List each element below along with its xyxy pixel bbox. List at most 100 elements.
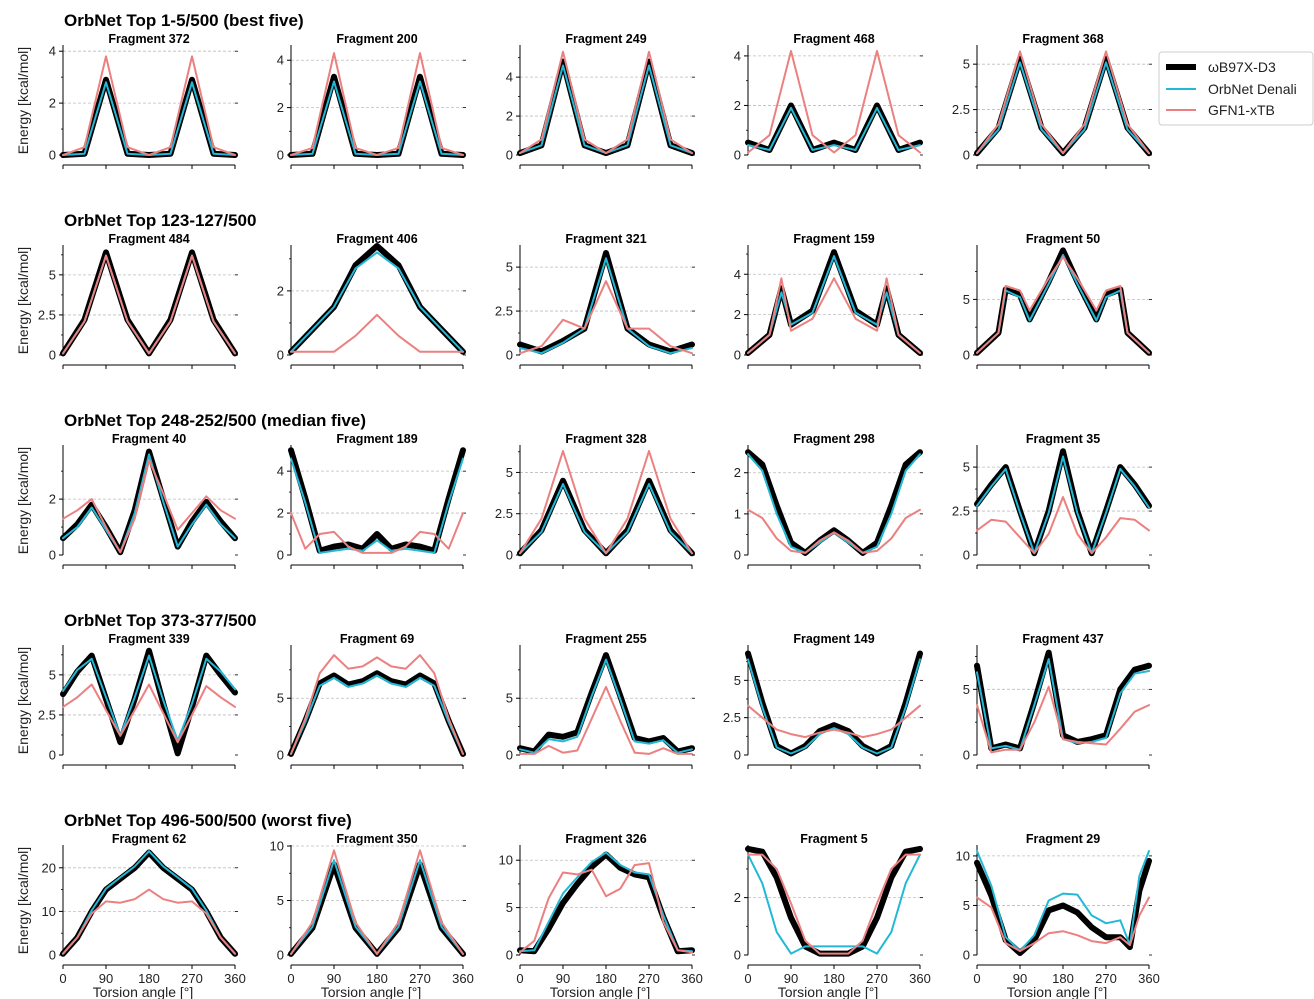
y-tick-label: 5 [506,260,513,275]
series-line--b97x-d3 [517,652,695,755]
series-line-gfn1-xtb [519,280,693,355]
panel-fragment-249: Fragment 249 0 2 4 [506,32,695,169]
series-line-gfn1-xtb [747,704,921,739]
panel-title: Fragment 50 [1026,232,1100,246]
y-tick-label: 0 [506,148,513,163]
series-line-gfn1-xtb [519,50,693,155]
panel-fragment-339: Fragment 339 0 2.5 5 Energy [kcal/mol] [15,632,238,769]
legend: ωB97X-D3 OrbNet Denali GFN1-xTB [1158,51,1314,126]
y-tick-label: 0 [49,148,56,163]
y-tick-label: 2 [506,109,513,124]
panel-fragment-321: Fragment 321 0 2.5 5 [495,232,695,369]
series-line-orbnet-denali [747,658,921,755]
y-tick-label: 0 [49,548,56,563]
legend-label-orbnet-denali: OrbNet Denali [1208,81,1297,97]
series-line-orbnet-denali [519,257,693,355]
y-tick-label: 0 [963,148,970,163]
series-line-orbnet-denali [976,850,1150,952]
x-tick-label: 90 [1013,971,1027,986]
y-tick-label: 5 [49,667,56,682]
series-line-orbnet-denali [976,455,1150,555]
panel-fragment-40: Fragment 40 0 2 Energy [kcal/mol] [15,432,238,569]
series-line-gfn1-xtb [290,654,464,755]
y-tick-label: 0 [277,348,284,363]
legend-label-wb97x-d3: ωB97X-D3 [1208,59,1276,75]
y-tick-label: 4 [734,48,741,63]
x-tick-label: 180 [595,971,617,986]
series-line--b97x-d3 [974,448,1152,557]
y-tick-label: 0 [49,748,56,763]
series-line-gfn1-xtb [747,50,921,154]
row-4: OrbNet Top 373-377/500 Fragment 339 0 2.5 5 E… [15,611,1152,769]
panel-fragment-468: Fragment 468 0 2 4 [734,32,923,169]
y-axis-label: Energy [kcal/mol] [15,247,31,354]
x-tick-label: 360 [452,971,474,986]
panel-title: Fragment 468 [793,32,874,46]
panel-title: Fragment 35 [1026,432,1100,446]
panel-title: Fragment 298 [793,432,874,446]
y-tick-label: 2.5 [38,307,56,322]
series-line-orbnet-denali [747,255,921,354]
y-tick-label: 5 [963,57,970,72]
y-tick-label: 0 [734,148,741,163]
panel-title: Fragment 328 [565,432,646,446]
series-line-orbnet-denali [290,674,464,755]
y-tick-label: 2.5 [38,707,56,722]
series-line-orbnet-denali [519,851,693,953]
panel-fragment-189: Fragment 189 0 2 4 [277,432,466,569]
panel-title: Fragment 200 [336,32,417,46]
y-tick-label: 5 [506,691,513,706]
x-tick-label: 0 [744,971,751,986]
y-tick-label: 5 [963,460,970,475]
series-line-gfn1-xtb [62,888,236,955]
series-line--b97x-d3 [60,76,238,158]
panel-title: Fragment 189 [336,432,417,446]
series-line--b97x-d3 [517,477,695,557]
series-line--b97x-d3 [60,249,238,357]
y-tick-label: 0 [963,348,970,363]
panel-title: Fragment 249 [565,32,646,46]
x-tick-label: 90 [327,971,341,986]
y-tick-label: 0 [277,548,284,563]
y-tick-label: 10 [499,853,513,868]
panel-title: Fragment 40 [112,432,186,446]
y-tick-label: 0 [734,348,741,363]
series-line-gfn1-xtb [519,685,693,755]
series-line-gfn1-xtb [62,254,236,355]
y-tick-label: 0 [506,348,513,363]
series-line--b97x-d3 [517,851,695,955]
row-title: OrbNet Top 248-252/500 (median five) [64,411,366,430]
series-line--b97x-d3 [745,845,923,957]
y-tick-label: 2 [277,506,284,521]
panel-fragment-5: Fragment 5 0 2 0 90 180 270 360 Torsion angle [°… [734,832,931,999]
series-line-orbnet-denali [290,251,464,353]
y-tick-label: 5 [963,682,970,697]
y-tick-label: 2 [734,307,741,322]
y-tick-label: 4 [49,44,56,59]
x-tick-label: 360 [224,971,246,986]
series-line-orbnet-denali [62,654,236,742]
y-tick-label: 2 [49,96,56,111]
series-line-gfn1-xtb [62,459,236,554]
series-line-gfn1-xtb [747,508,921,554]
panel-fragment-149: Fragment 149 0 2.5 5 [723,632,923,769]
panel-fragment-200: Fragment 200 0 2 4 [277,32,466,169]
series-line-gfn1-xtb [290,52,464,156]
y-axis-label: Energy [kcal/mol] [15,647,31,754]
y-tick-label: 20 [42,860,56,875]
x-tick-label: 90 [784,971,798,986]
series-line--b97x-d3 [288,243,466,355]
x-tick-label: 360 [909,971,931,986]
series-line-gfn1-xtb [976,496,1150,555]
y-tick-label: 0 [506,948,513,963]
x-tick-label: 180 [1052,971,1074,986]
panel-fragment-484: Fragment 484 0 2.5 5 Energy [kcal/mol] [15,232,238,369]
x-tick-label: 270 [866,971,888,986]
x-axis-label: Torsion angle [°] [550,984,651,999]
y-tick-label: 5 [734,673,741,688]
series-line-orbnet-denali [519,658,693,754]
series-line--b97x-d3 [745,449,923,556]
y-tick-label: 2.5 [952,102,970,117]
panel-title: Fragment 372 [108,32,189,46]
y-tick-label: 10 [270,839,284,854]
